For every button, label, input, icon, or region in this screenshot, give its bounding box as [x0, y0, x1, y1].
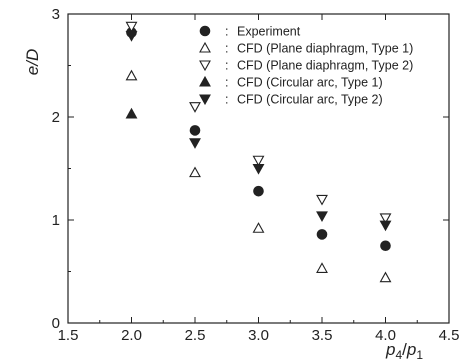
data-point-series-1 [252, 222, 265, 233]
x-axis-label-sub-4: 4 [395, 348, 402, 361]
legend-marker-1 [199, 41, 211, 53]
data-point-series-4 [125, 31, 138, 42]
legend-marker-4 [199, 94, 211, 106]
data-point-series-4 [379, 220, 392, 232]
y-tick-label: 0 [52, 315, 60, 332]
data-point-series-0 [189, 125, 201, 136]
legend-separator: : [225, 42, 228, 56]
data-point-series-2 [379, 213, 392, 225]
legend-marker-2 [199, 60, 211, 72]
legend-separator: : [225, 93, 228, 107]
y-tick-label: 3 [52, 6, 60, 23]
data-point-series-0 [380, 240, 391, 252]
data-point-series-0 [316, 229, 328, 240]
y-tick-label: 1 [52, 212, 60, 229]
x-tick-label: 1.5 [58, 327, 79, 344]
data-point-series-4 [189, 138, 201, 149]
legend-separator: : [225, 59, 228, 73]
x-tick-label: 3.0 [248, 327, 269, 344]
x-tick-labels: 1.5 2.0 2.5 3.0 3.5 4.0 4.5 [58, 327, 460, 344]
legend-marker-0 [199, 25, 211, 37]
x-tick-label: 4.5 [439, 327, 460, 344]
data-points [125, 21, 392, 283]
legend-entry-1: CFD (Plane diaphragm, Type 1) [237, 42, 413, 56]
data-point-series-4 [316, 211, 328, 223]
legend-entry-4: CFD (Circular arc, Type 2) [237, 93, 383, 107]
data-point-series-0 [253, 185, 264, 197]
y-tick-label: 2 [52, 109, 60, 126]
data-point-series-1 [189, 166, 201, 178]
x-axis-label-p: p [385, 340, 395, 359]
data-point-series-2 [125, 21, 138, 33]
legend-entry-2: CFD (Plane diaphragm, Type 2) [237, 59, 413, 73]
x-tick-label: 4.0 [375, 327, 396, 344]
y-tick-labels: 0 1 2 3 [52, 6, 60, 332]
legend: : Experiment: CFD (Plane diaphragm, Type 1… [199, 25, 413, 107]
data-point-series-1 [379, 271, 392, 283]
data-point-series-2 [252, 155, 265, 167]
x-tick-label: 3.5 [312, 327, 333, 344]
y-axis-label: e/D [23, 49, 42, 75]
x-axis-label-p2: p [406, 340, 416, 359]
axis-ticks [67, 13, 450, 324]
data-point-series-3 [125, 107, 138, 119]
legend-entry-3: CFD (Circular arc, Type 1) [237, 76, 383, 90]
legend-separator: : [225, 25, 228, 39]
data-point-series-4 [252, 163, 265, 175]
x-axis-label-slash: / [402, 340, 407, 359]
legend-separator: : [225, 76, 228, 90]
x-axis-label: p4/p1 [385, 340, 423, 361]
legend-entry-0: Experiment [237, 25, 301, 39]
data-point-series-1 [125, 69, 138, 81]
legend-marker-3 [199, 75, 211, 87]
x-tick-label: 2.0 [121, 327, 142, 344]
x-axis-label-sub-1: 1 [416, 348, 423, 361]
x-tick-label: 2.5 [185, 327, 206, 344]
data-point-series-2 [316, 194, 328, 206]
data-point-series-1 [316, 262, 328, 273]
data-point-series-2 [189, 102, 201, 113]
